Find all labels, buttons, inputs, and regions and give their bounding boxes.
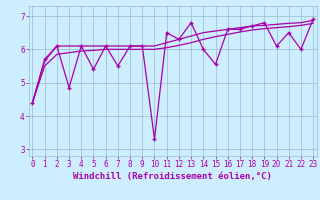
X-axis label: Windchill (Refroidissement éolien,°C): Windchill (Refroidissement éolien,°C) xyxy=(73,172,272,181)
